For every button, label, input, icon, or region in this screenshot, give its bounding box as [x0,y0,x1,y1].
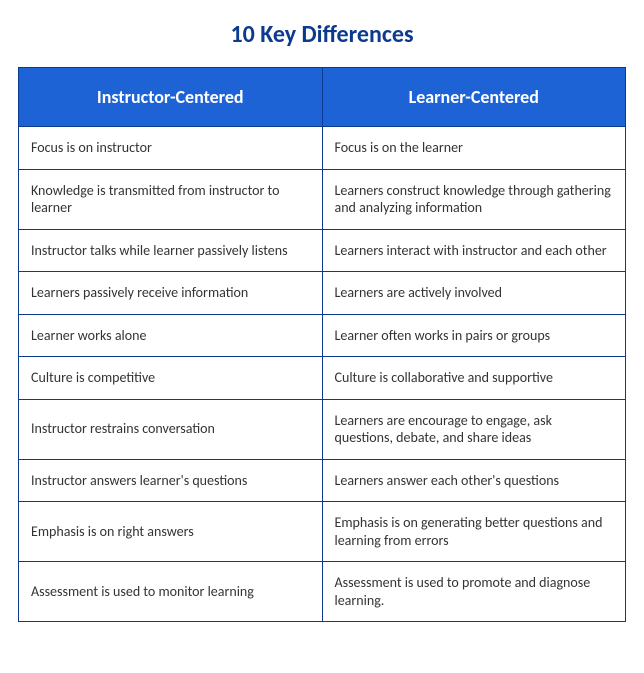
cell-right: Learners interact with instructor and ea… [322,229,626,272]
table-header-row: Instructor-Centered Learner-Centered [19,68,626,127]
table-row: Learner works alone Learner often works … [19,314,626,357]
cell-right: Learners are encourage to engage, ask qu… [322,399,626,459]
cell-right: Learners are actively involved [322,272,626,315]
col-header-learner: Learner-Centered [322,68,626,127]
table-row: Assessment is used to monitor learning A… [19,562,626,622]
table-row: Knowledge is transmitted from instructor… [19,169,626,229]
cell-right: Assessment is used to promote and diagno… [322,562,626,622]
table-row: Instructor answers learner's questions L… [19,459,626,502]
cell-left: Focus is on instructor [19,127,323,170]
table-row: Instructor talks while learner passively… [19,229,626,272]
col-header-instructor: Instructor-Centered [19,68,323,127]
table-row: Emphasis is on right answers Emphasis is… [19,502,626,562]
cell-left: Assessment is used to monitor learning [19,562,323,622]
cell-left: Emphasis is on right answers [19,502,323,562]
table-row: Culture is competitive Culture is collab… [19,357,626,400]
cell-left: Instructor talks while learner passively… [19,229,323,272]
comparison-table: Instructor-Centered Learner-Centered Foc… [18,67,626,622]
cell-right: Learner often works in pairs or groups [322,314,626,357]
cell-left: Instructor restrains conversation [19,399,323,459]
cell-left: Culture is competitive [19,357,323,400]
table-row: Focus is on instructor Focus is on the l… [19,127,626,170]
cell-right: Culture is collaborative and supportive [322,357,626,400]
cell-left: Knowledge is transmitted from instructor… [19,169,323,229]
cell-right: Emphasis is on generating better questio… [322,502,626,562]
table-row: Learners passively receive information L… [19,272,626,315]
page-title: 10 Key Differences [18,20,626,49]
table-row: Instructor restrains conversation Learne… [19,399,626,459]
cell-left: Instructor answers learner's questions [19,459,323,502]
cell-left: Learner works alone [19,314,323,357]
cell-right: Learners answer each other's questions [322,459,626,502]
cell-right: Focus is on the learner [322,127,626,170]
cell-right: Learners construct knowledge through gat… [322,169,626,229]
cell-left: Learners passively receive information [19,272,323,315]
